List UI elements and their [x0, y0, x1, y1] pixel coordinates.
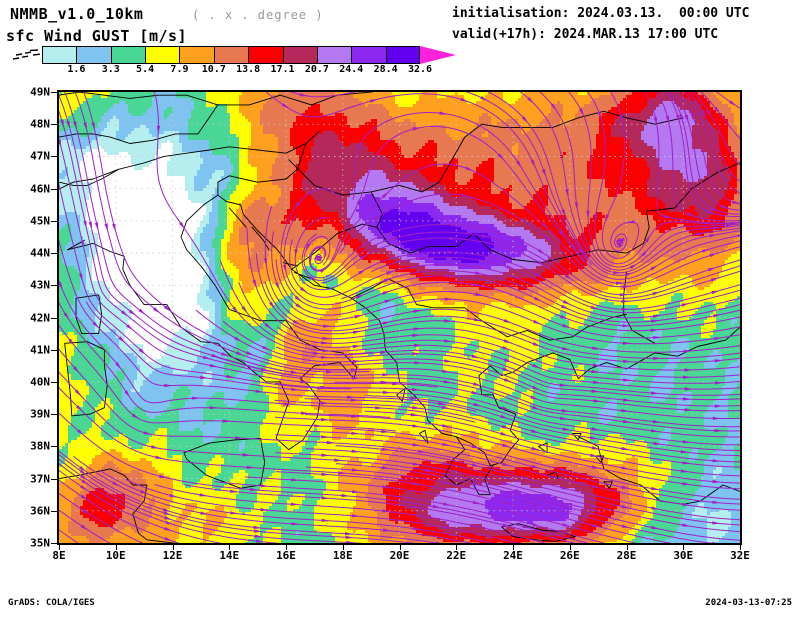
longitude-tick — [683, 544, 685, 550]
latitude-label: 36N — [30, 504, 50, 518]
latitude-tick — [51, 381, 57, 383]
colorbar-swatch — [145, 46, 180, 64]
colorbar-swatch — [248, 46, 283, 64]
longitude-label: 14E — [219, 549, 240, 562]
latitude-label: 40N — [30, 375, 50, 389]
valid-time: valid(+17h): 2024.MAR.13 17:00 UTC — [452, 27, 719, 42]
colorbar-tick-label: 17.1 — [270, 64, 295, 75]
longitude-tick — [286, 544, 287, 550]
latitude-tick — [51, 220, 57, 222]
colorbar-tick-label: 28.4 — [373, 64, 398, 75]
longitude-tick — [513, 544, 514, 550]
longitude-label: 32E — [730, 549, 750, 562]
colorbar-tick-labels: 1.6 3.3 5.4 7.9 10.7 13.8 17.1 20.7 24.4 28.4 32.6 — [0, 64, 470, 78]
colorbar-swatch — [351, 46, 386, 64]
latitude-tick — [51, 317, 57, 319]
initialisation-time: initialisation: 2024.03.13. 00:00 UTC — [452, 6, 750, 21]
latitude-tick — [51, 446, 57, 448]
latitude-tick — [51, 188, 57, 190]
latitude-label: 35N — [30, 536, 50, 550]
header: NMMB_v1.0_10km ( . x . degree ) sfc Wind… — [0, 0, 800, 80]
colorbar: 1.6 3.3 5.4 7.9 10.7 13.8 17.1 20.7 24.4 28.4 32.6 — [0, 44, 470, 78]
latitude-label: 41N — [30, 343, 50, 357]
latitude-tick — [51, 510, 57, 512]
colorbar-tick-label: 10.7 — [201, 64, 226, 75]
colorbar-swatch — [179, 46, 214, 64]
variable-title: sfc Wind GUST [m/s] — [6, 27, 188, 45]
latitude-label: 44N — [30, 246, 50, 260]
latitude-label: 47N — [30, 149, 50, 163]
map-plot-area[interactable] — [57, 90, 742, 545]
longitude-label: 10E — [105, 549, 126, 562]
latitude-tick — [51, 92, 57, 93]
latitude-label: 42N — [30, 311, 50, 324]
longitude-tick — [399, 544, 401, 550]
colorbar-tick-label: 7.9 — [170, 64, 189, 75]
footer-timestamp: 2024-03-13-07:25 — [705, 598, 792, 608]
colorbar-swatch — [42, 46, 77, 64]
latitude-label: 43N — [30, 278, 50, 292]
streamline-arrowheads — [59, 93, 740, 543]
longitude-label: 18E — [332, 549, 353, 562]
wind-streamlines — [59, 92, 740, 543]
colorbar-swatch — [76, 46, 111, 64]
latitude-label: 45N — [30, 214, 50, 228]
latitude-label: 39N — [30, 407, 50, 421]
colorbar-swatch — [385, 46, 420, 64]
latitude-label: 48N — [30, 117, 50, 131]
colorbar-tick-label: 24.4 — [339, 64, 364, 75]
footer-credit: GrADS: COLA/IGES — [8, 598, 95, 608]
latitude-tick — [51, 349, 57, 351]
longitude-tick — [342, 544, 344, 550]
latitude-tick — [51, 124, 57, 126]
longitude-tick — [59, 544, 60, 550]
latitude-label: 49N — [30, 85, 50, 99]
grid-subtitle: ( . x . degree ) — [192, 8, 324, 22]
longitude-tick — [229, 544, 231, 550]
latitude-tick — [51, 253, 57, 255]
colorbar-swatch — [213, 46, 249, 64]
below-threshold-dash-icon — [12, 49, 41, 60]
wind-gust-field — [59, 92, 740, 543]
longitude-tick — [172, 544, 174, 550]
longitude-label: 28E — [616, 549, 637, 562]
colorbar-blocks — [42, 46, 420, 64]
latitude-label: 46N — [30, 182, 50, 196]
colorbar-tick-label: 13.8 — [236, 64, 261, 75]
longitude-label: 22E — [446, 549, 467, 562]
longitude-label: 30E — [673, 549, 694, 562]
longitude-label: 20E — [389, 549, 410, 562]
coastlines-and-borders — [59, 92, 740, 543]
colorbar-swatch — [282, 46, 317, 64]
latitude-tick — [51, 543, 57, 544]
longitude-tick — [115, 544, 117, 550]
colorbar-tick-label: 32.6 — [407, 64, 433, 75]
colorbar-overflow-arrow-icon — [420, 46, 456, 64]
latitude-tick — [51, 285, 57, 287]
longitude-label: 26E — [559, 549, 580, 562]
colorbar-swatch — [110, 46, 146, 64]
longitude-tick — [740, 544, 741, 550]
latitude-tick — [51, 156, 57, 158]
longitude-tick — [569, 544, 571, 550]
longitude-label: 8E — [52, 549, 66, 562]
longitude-tick — [626, 544, 628, 550]
colorbar-tick-label: 20.7 — [304, 64, 329, 75]
colorbar-tick-label: 3.3 — [101, 64, 120, 75]
model-title: NMMB_v1.0_10km — [10, 5, 144, 23]
longitude-label: 16E — [276, 549, 296, 562]
longitude-label: 24E — [503, 549, 523, 562]
latitude-tick — [51, 414, 57, 416]
longitude-tick — [456, 544, 458, 550]
longitude-label: 12E — [162, 549, 183, 562]
colorbar-tick-label: 5.4 — [136, 64, 155, 75]
colorbar-swatch — [316, 46, 352, 64]
latitude-label: 37N — [30, 472, 50, 486]
colorbar-tick-label: 1.6 — [67, 64, 86, 75]
latitude-tick — [51, 478, 57, 480]
latitude-label: 38N — [30, 439, 50, 453]
